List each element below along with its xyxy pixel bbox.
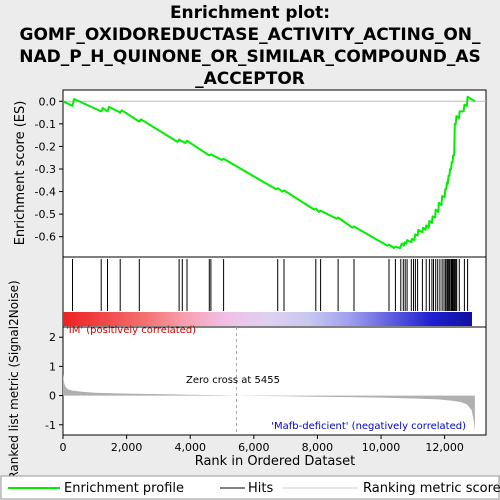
metric-tick-label: 0 [49, 390, 56, 403]
zero-cross-label: Zero cross at 5455 [186, 375, 280, 386]
metric-axis-label: Ranked list metric (Signal2Noise) [7, 280, 21, 479]
ranking-gradient-bar [63, 312, 472, 326]
ranked-metric-panel [62, 326, 487, 436]
legend-metric-label: Ranking metric scores [363, 481, 500, 496]
es-tick-label: -0.2 [35, 140, 56, 153]
x-tick-label: 10,000 [362, 441, 401, 454]
legend: Enrichment profile Hits Ranking metric s… [0, 475, 500, 500]
hit-markers [72, 259, 469, 311]
metric-axis: 2 1 0 -1 0 2,000 4,000 6,000 8,000 10,000 12,000 [45, 331, 464, 454]
legend-box [0, 475, 500, 500]
x-tick-label: 6,000 [238, 441, 270, 454]
x-tick-label: 4,000 [174, 441, 206, 454]
negative-correlation-label: 'Mafb-deficient' (negatively correlated) [271, 421, 466, 432]
title-line-4: _ACCEPTOR [195, 69, 305, 89]
es-axis: 0.0 -0.1 -0.2 -0.3 -0.4 -0.5 -0.6 [35, 95, 486, 244]
legend-enrichment-label: Enrichment profile [64, 481, 184, 496]
es-tick-label: -0.3 [35, 163, 56, 176]
es-tick-label: -0.5 [35, 208, 56, 221]
title: Enrichment plot: GOMF_OXIDOREDUCTASE_ACT… [19, 3, 481, 89]
title-line-3: NAD_P_H_QUINONE_OR_SIMILAR_COMPOUND_AS [19, 47, 481, 67]
x-axis-label: Rank in Ordered Dataset [195, 454, 356, 469]
metric-tick-label: 1 [49, 360, 56, 373]
x-tick-label: 8,000 [302, 441, 334, 454]
es-tick-label: -0.6 [35, 231, 56, 244]
enrichment-profile-line [62, 95, 476, 249]
metric-tick-label: -1 [45, 419, 56, 432]
x-tick-label: 0 [60, 441, 67, 454]
title-line-1: Enrichment plot: [170, 3, 330, 23]
es-axis-label: Enrichment score (ES) [13, 101, 28, 246]
legend-hits-label: Hits [248, 481, 273, 496]
metric-tick-label: 2 [49, 331, 56, 344]
es-tick-label: -0.4 [35, 186, 56, 199]
es-tick-label: -0.1 [35, 118, 56, 131]
x-tick-label: 12,000 [425, 441, 464, 454]
x-tick-label: 2,000 [111, 441, 143, 454]
positive-correlation-label: 'IM' (positively correlated) [66, 325, 196, 336]
title-line-2: GOMF_OXIDOREDUCTASE_ACTIVITY_ACTING_ON_ [19, 25, 481, 45]
es-tick-label: 0.0 [39, 95, 57, 108]
